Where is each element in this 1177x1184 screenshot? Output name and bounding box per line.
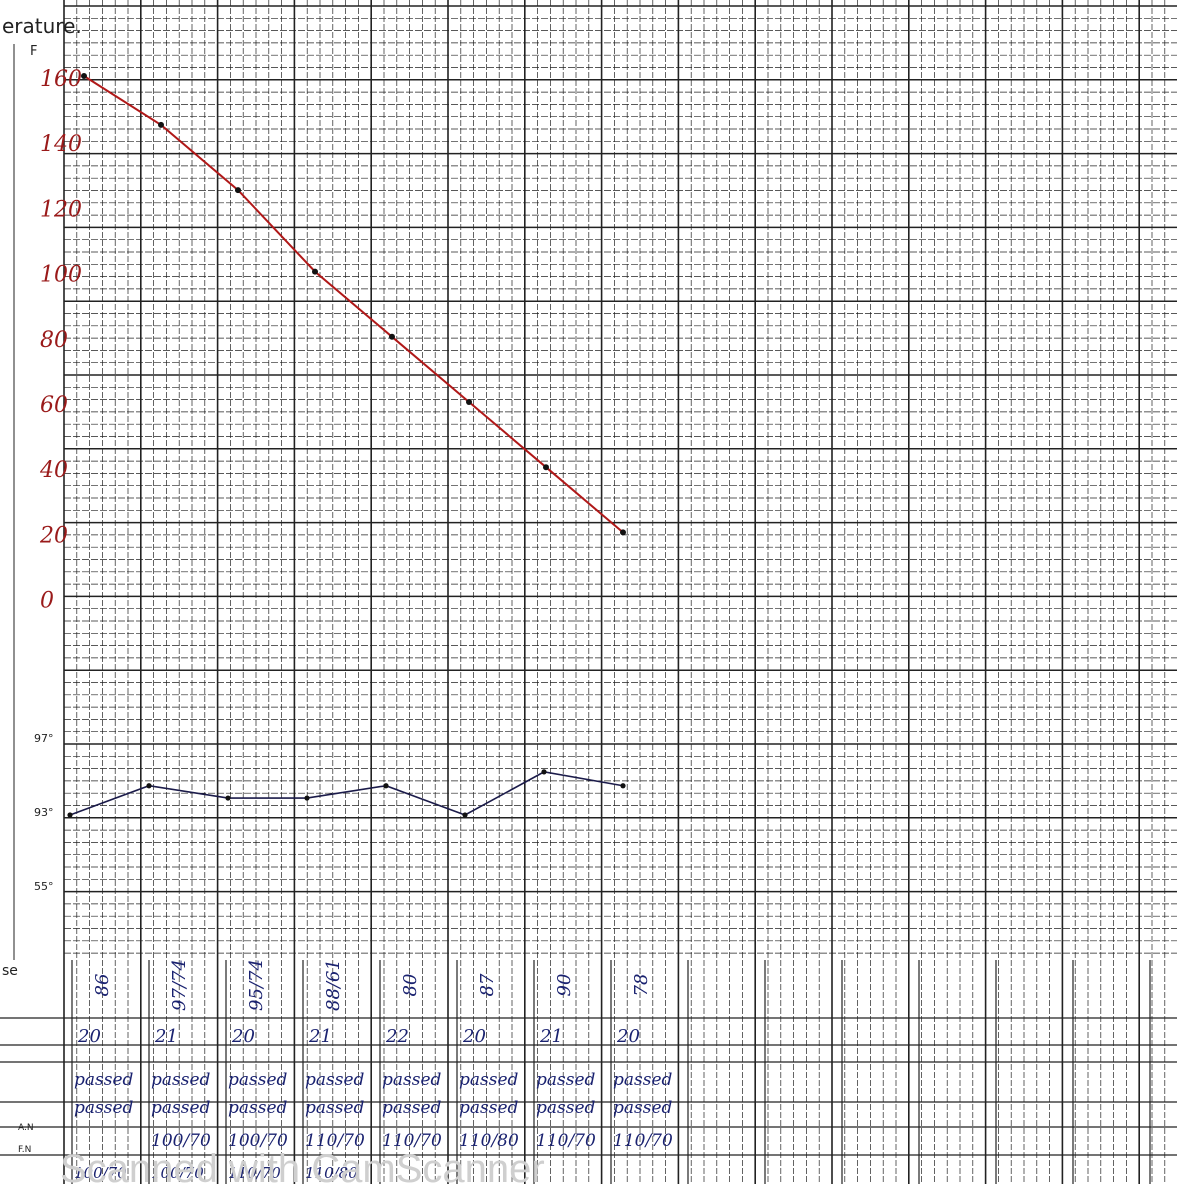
row1-value-6: passed (536, 1070, 596, 1090)
blue-series-point-5 (462, 812, 468, 818)
chart-grid (13, 0, 1177, 1184)
row2-value-1: passed (151, 1098, 211, 1118)
blue-series (67, 769, 626, 818)
handwritten-tick-60: 60 (40, 393, 68, 418)
handwritten-tick-80: 80 (40, 328, 68, 353)
resp-value-2: 20 (231, 1026, 255, 1047)
blue-series-point-6 (541, 769, 547, 775)
row2-value-4: passed (382, 1098, 442, 1118)
vitals-table-lines (0, 960, 1177, 1184)
resp-value-3: 21 (308, 1026, 332, 1047)
red-series-point-7 (620, 529, 626, 536)
handwritten-tick-160: 160 (40, 67, 82, 92)
handwritten-tick-100: 100 (40, 263, 82, 288)
bp-value-7: 110/70 (613, 1131, 673, 1151)
handwritten-tick-20: 20 (39, 523, 68, 548)
bp-value-5: 110/80 (459, 1131, 519, 1151)
row-label-an: A.N (18, 1123, 34, 1133)
pulse-value-7: 78 (631, 974, 652, 997)
red-series-point-2 (235, 187, 241, 194)
row1-value-0: passed (74, 1070, 134, 1090)
red-series-point-3 (312, 268, 318, 275)
red-series-line (83, 75, 624, 534)
row2-value-6: passed (536, 1098, 596, 1118)
bp-value-2: 100/70 (228, 1131, 288, 1151)
row1-value-3: passed (305, 1070, 365, 1090)
bp-value-6: 110/70 (536, 1131, 596, 1151)
row1-value-2: passed (228, 1070, 288, 1090)
resp-value-6: 21 (539, 1026, 563, 1047)
row-label-fn: F.N (18, 1145, 31, 1155)
unit-label: F (30, 44, 37, 59)
row2-value-2: passed (228, 1098, 288, 1118)
watermark: Scanned with CamScanner (60, 1147, 545, 1184)
handwritten-tick-40: 40 (39, 458, 68, 483)
red-series-point-1 (158, 121, 164, 128)
row2-value-0: passed (74, 1098, 134, 1118)
row1-value-7: passed (613, 1070, 673, 1090)
resp-value-4: 22 (385, 1026, 409, 1047)
vitals-table: 86 20 passed passed 97/74 21 passed passed 100/7… (74, 959, 673, 1182)
red-series-point-6 (543, 464, 549, 471)
row2-value-3: passed (305, 1098, 365, 1118)
blue-series-line (69, 771, 624, 816)
row2-value-7: passed (613, 1098, 673, 1118)
pulse-value-6: 90 (554, 974, 575, 997)
row1-value-5: passed (459, 1070, 519, 1090)
pulse-value-4: 80 (400, 974, 421, 997)
temperature-label: erature. (2, 14, 82, 38)
bottom-row-value-2: 110/70 (228, 1164, 281, 1182)
bottom-row-value-1: 100/70 (151, 1164, 204, 1182)
resp-value-7: 20 (616, 1026, 640, 1047)
blue-series-point-7 (620, 783, 626, 789)
pulse-value-2: 95/74 (246, 959, 267, 1011)
printed-tick-55: 55° (34, 880, 54, 893)
pulse-label: se (2, 963, 18, 979)
blue-series-point-0 (67, 812, 73, 818)
blue-series-point-1 (146, 783, 152, 789)
blue-series-point-4 (383, 783, 389, 789)
handwritten-scale: 160 140 120 100 80 60 40 20 0 (39, 67, 82, 614)
bottom-row-value-0: 100/70 (74, 1164, 127, 1182)
row2-value-5: passed (459, 1098, 519, 1118)
pulse-value-1: 97/74 (169, 959, 190, 1011)
bottom-row-value-3: 110/80 (305, 1164, 358, 1182)
resp-value-0: 20 (77, 1026, 101, 1047)
red-series (81, 73, 626, 536)
pulse-value-3: 88/61 (323, 959, 344, 1011)
row1-value-4: passed (382, 1070, 442, 1090)
printed-tick-97: 97° (34, 732, 54, 745)
handwritten-tick-140: 140 (40, 132, 82, 157)
resp-value-1: 21 (154, 1026, 178, 1047)
bp-value-3: 110/70 (305, 1131, 365, 1151)
red-series-point-4 (389, 333, 395, 340)
pulse-value-0: 86 (92, 974, 113, 997)
bp-value-1: 100/70 (151, 1131, 211, 1151)
row1-value-1: passed (151, 1070, 211, 1090)
bp-value-4: 110/70 (382, 1131, 442, 1151)
resp-value-5: 20 (462, 1026, 486, 1047)
handwritten-tick-120: 120 (40, 197, 82, 222)
pulse-value-5: 87 (477, 973, 498, 996)
blue-series-point-2 (225, 795, 231, 801)
red-series-point-5 (466, 399, 472, 405)
printed-tick-93: 93° (34, 806, 54, 819)
handwritten-tick-0: 0 (40, 589, 54, 614)
red-series-point-0 (81, 73, 87, 79)
blue-series-point-3 (304, 795, 310, 801)
